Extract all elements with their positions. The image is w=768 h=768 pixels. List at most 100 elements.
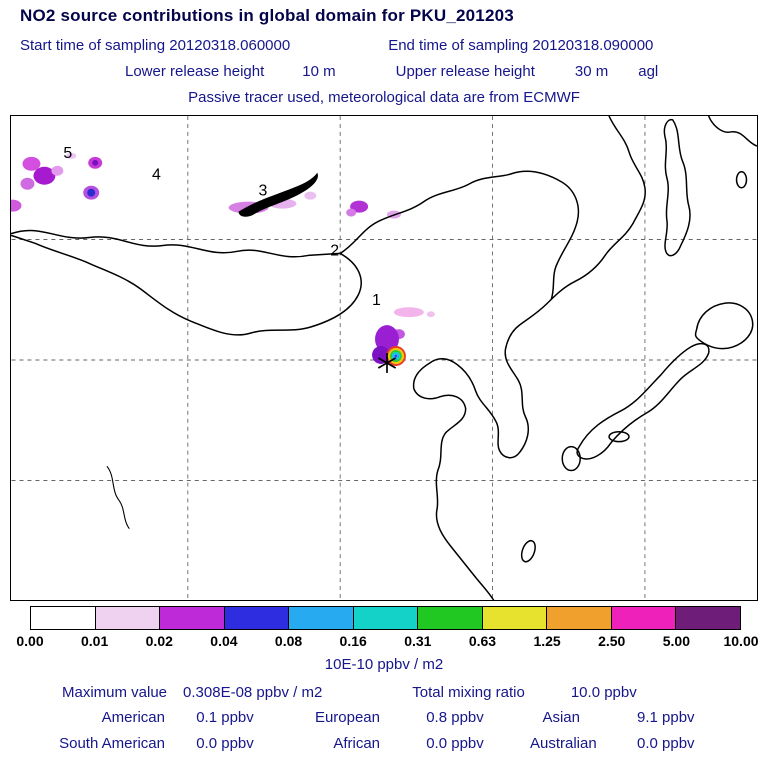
total-ratio-label: Total mixing ratio	[412, 684, 525, 701]
colorbar-tick-label: 0.31	[404, 633, 432, 649]
trajectory-label-4: 4	[152, 167, 161, 184]
island-shikoku	[608, 430, 630, 443]
colorbar-tick-label: 0.08	[274, 633, 303, 649]
colorbar-segment	[353, 607, 419, 629]
island-honshu	[576, 342, 710, 460]
colorbar-segment	[31, 607, 96, 629]
upper-release-label: Upper release height	[395, 63, 535, 80]
concentration-blob	[22, 156, 41, 171]
region-label-american: American	[101, 709, 165, 726]
colorbar-unit-label: 10E-10 ppbv / m2	[324, 656, 444, 673]
border-mongolia-south	[11, 234, 362, 336]
receptor-star-icon	[377, 353, 397, 373]
colorbar-ticks: 0.00 0.01 0.02 0.04 0.08 0.16 0.31 0.63 1.25 2.50…	[16, 633, 758, 651]
concentration-blob	[33, 166, 56, 185]
upper-release-value: 30 m	[574, 63, 609, 80]
start-time-text: Start time of sampling 20120318.060000	[20, 37, 291, 54]
region-label-african: African	[333, 735, 380, 752]
total-ratio-value: 10.0 ppbv	[570, 684, 637, 701]
concentration-blob	[11, 199, 22, 212]
island-sakhalin	[663, 118, 691, 257]
coastlines-borders	[11, 116, 757, 600]
max-value-text: 0.308E-08 ppbv / m2	[183, 684, 323, 701]
colorbar-segment	[676, 607, 741, 629]
summary-line: Maximum value 0.308E-08 ppbv / m2 Total …	[0, 684, 768, 701]
colorbar-tick-label: 0.02	[145, 633, 173, 649]
region-value-european: 0.8 ppbv	[426, 709, 484, 726]
lower-release-value: 10 m	[302, 63, 336, 80]
regional-contributions-table: American 0.1 ppbv European 0.8 ppbv Asia…	[0, 709, 768, 752]
receptor-ring-yellow	[387, 348, 404, 364]
colorbar-segment	[482, 607, 548, 629]
region-value-asian: 9.1 ppbv	[637, 709, 695, 726]
map-canvas: 1 2 3 4 5	[11, 116, 757, 600]
region-value-south-american: 0.0 ppbv	[196, 735, 254, 752]
region-label-australian: Australian	[530, 735, 597, 752]
concentration-blob	[87, 188, 96, 197]
border-russia-mongolia	[11, 229, 341, 258]
colorbar-tick-label: 1.25	[533, 633, 561, 649]
concentration-blob	[92, 159, 99, 166]
receptor-ring-cyan	[391, 352, 400, 360]
plot-header: NO2 source contributions in global domai…	[0, 6, 768, 106]
colorbar-segment	[224, 607, 290, 629]
concentration-blob	[393, 307, 424, 318]
island-hokkaido	[694, 302, 754, 350]
sampling-times-line: Start time of sampling 20120318.060000 E…	[0, 37, 768, 54]
trajectory-label-1: 1	[372, 292, 381, 309]
colorbar-segment	[95, 607, 161, 629]
region-label-european: European	[314, 709, 380, 726]
map-panel: 1 2 3 4 5	[10, 115, 758, 601]
end-time-text: End time of sampling 20120318.090000	[388, 37, 654, 54]
release-heights-line: Lower release height 10 m Upper release …	[0, 63, 768, 80]
trajectory-labels: 1 2 3 4 5	[63, 145, 381, 309]
colorbar-tick-label: 0.00	[16, 633, 44, 649]
colorbar-tick-label: 0.63	[468, 633, 497, 649]
small-island	[735, 171, 748, 189]
river-line	[106, 466, 130, 529]
colorbar-tick-label: 0.16	[339, 633, 367, 649]
colorbar	[30, 606, 741, 630]
colorbar-tick-label: 10.00	[723, 633, 759, 649]
region-value-american: 0.1 ppbv	[196, 709, 254, 726]
coastline-mainland	[412, 116, 646, 600]
tracer-note-line: Passive tracer used, meteorological data…	[0, 89, 768, 106]
concentration-field	[11, 152, 435, 366]
concentration-blob	[372, 346, 390, 364]
max-value-label: Maximum value	[62, 684, 168, 701]
colorbar-segment	[611, 607, 677, 629]
receptor-center-dot	[394, 354, 398, 358]
lake-baikal	[238, 172, 318, 217]
concentration-blob	[20, 177, 35, 190]
border-amur-northeast	[339, 170, 580, 300]
region-label-south-american: South American	[59, 735, 165, 752]
colorbar-tick-label: 2.50	[598, 633, 626, 649]
region-value-african: 0.0 ppbv	[426, 735, 484, 752]
concentration-blob	[346, 208, 357, 217]
height-datum-text: agl	[638, 63, 659, 80]
region-value-australian: 0.0 ppbv	[637, 735, 695, 752]
island-kyushu	[561, 445, 581, 472]
colorbar-segment	[418, 607, 483, 629]
coastline-kuril	[707, 116, 757, 147]
trajectory-label-3: 3	[259, 183, 268, 200]
colorbar-segment	[289, 607, 354, 629]
colorbar-tick-label: 0.04	[210, 633, 238, 649]
plot-title: NO2 source contributions in global domai…	[20, 6, 514, 25]
concentration-blob	[66, 152, 77, 159]
trajectory-label-5: 5	[63, 145, 72, 162]
tracer-note-text: Passive tracer used, meteorological data…	[188, 89, 580, 106]
island-taiwan	[520, 539, 536, 563]
concentration-blob	[304, 191, 317, 200]
colorbar-segment	[160, 607, 225, 629]
region-label-asian: Asian	[542, 709, 580, 726]
concentration-blob	[426, 311, 435, 318]
lower-release-label: Lower release height	[125, 63, 265, 80]
trajectory-label-2: 2	[330, 242, 339, 259]
receptor-marker	[377, 346, 406, 373]
colorbar-tick-label: 0.01	[81, 633, 109, 649]
receptor-ring-green	[389, 350, 402, 362]
colorbar-tick-label: 5.00	[662, 633, 690, 649]
colorbar-segment	[547, 607, 612, 629]
